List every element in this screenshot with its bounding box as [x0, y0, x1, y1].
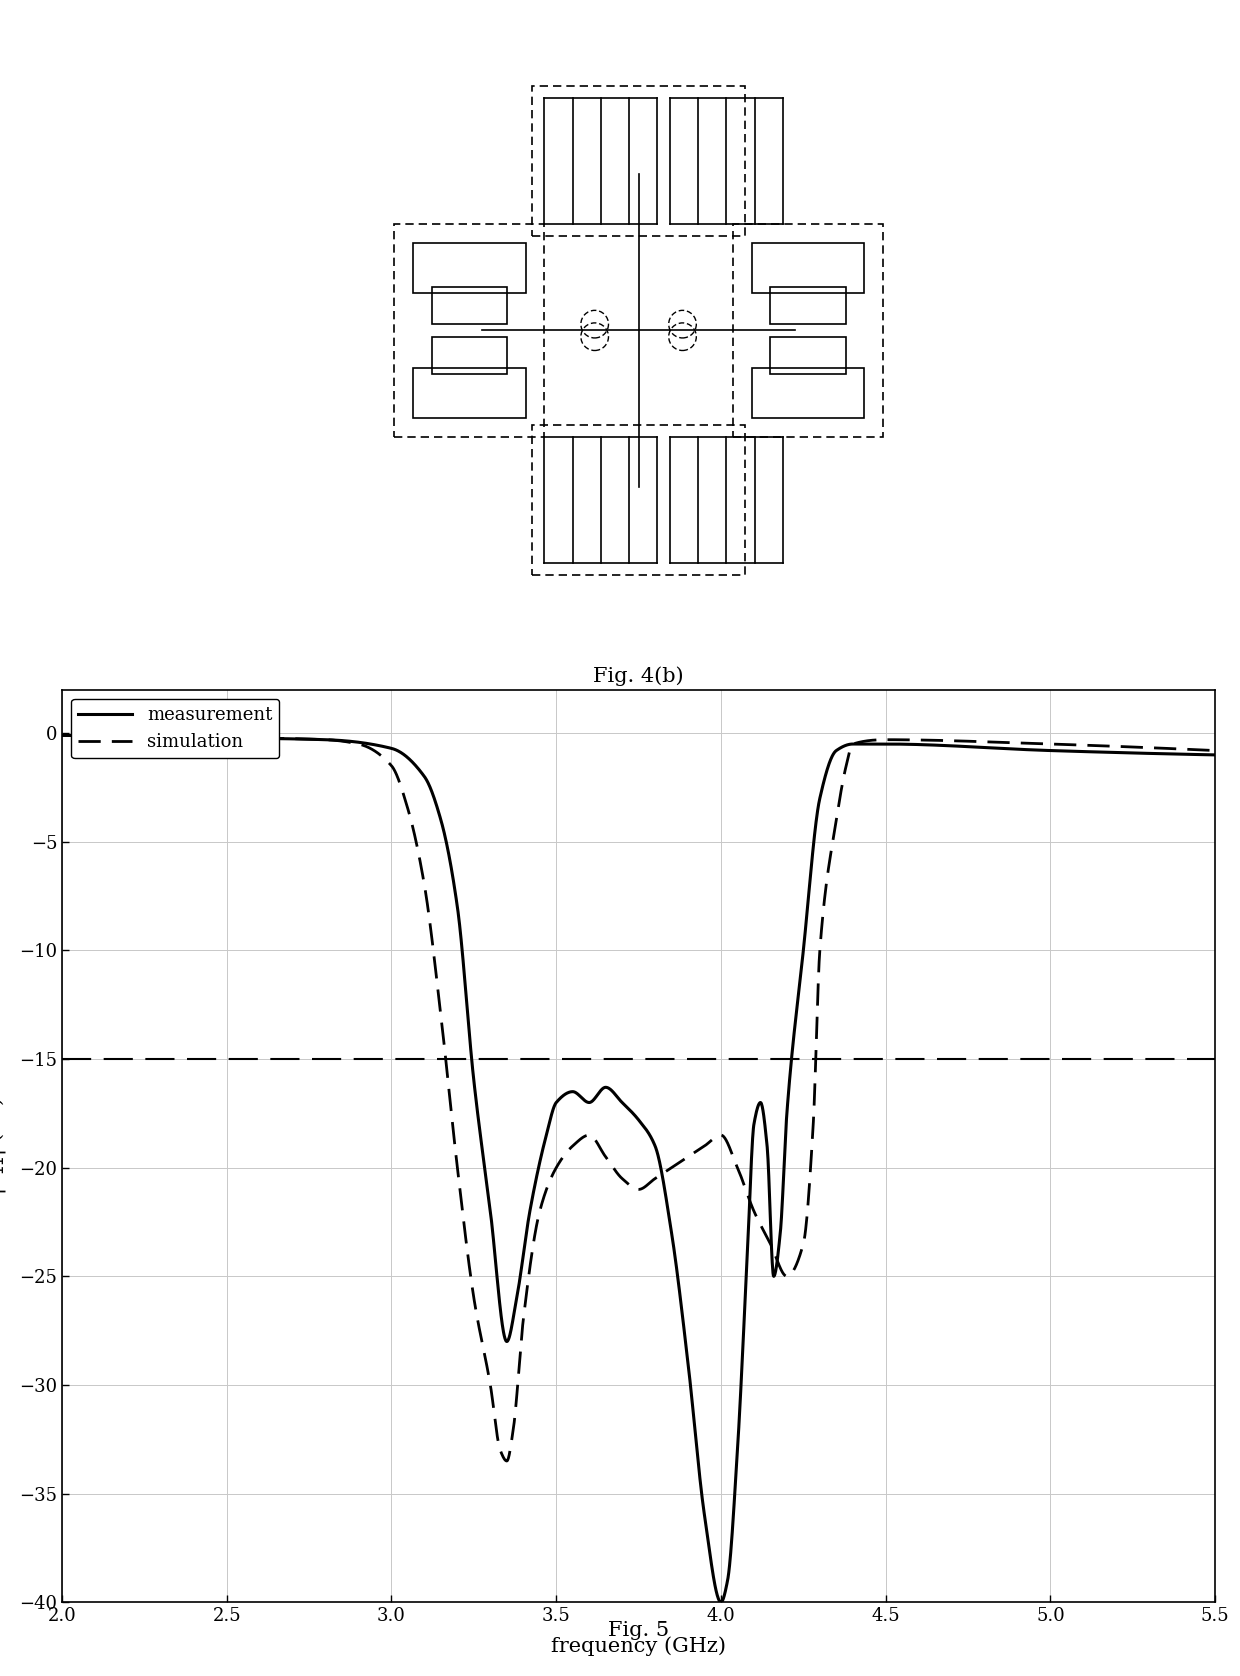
measurement	[55, 726, 69, 746]
Line: measurement: measurement	[62, 736, 1215, 1602]
simulation	[547, 1161, 562, 1182]
Legend: measurement, simulation: measurement, simulation	[71, 699, 279, 758]
simulation	[1208, 741, 1223, 761]
Line: simulation: simulation	[62, 736, 1215, 1461]
measurement	[714, 1592, 729, 1612]
measurement	[1208, 744, 1223, 764]
Y-axis label: $|S_{11}|$ (dB): $|S_{11}|$ (dB)	[0, 1096, 7, 1195]
measurement	[497, 1326, 512, 1346]
measurement	[254, 729, 269, 749]
measurement	[547, 1096, 562, 1116]
simulation	[254, 727, 269, 747]
X-axis label: frequency (GHz): frequency (GHz)	[551, 1636, 727, 1656]
measurement	[1061, 741, 1076, 761]
measurement	[1185, 744, 1200, 764]
measurement	[186, 727, 201, 747]
simulation	[55, 726, 69, 746]
simulation	[497, 1448, 512, 1468]
simulation	[1185, 739, 1200, 759]
Text: Fig. 5: Fig. 5	[608, 1621, 670, 1641]
Text: Fig. 4(b): Fig. 4(b)	[593, 665, 684, 685]
simulation	[186, 727, 201, 747]
simulation	[500, 1451, 515, 1472]
simulation	[1061, 734, 1076, 754]
